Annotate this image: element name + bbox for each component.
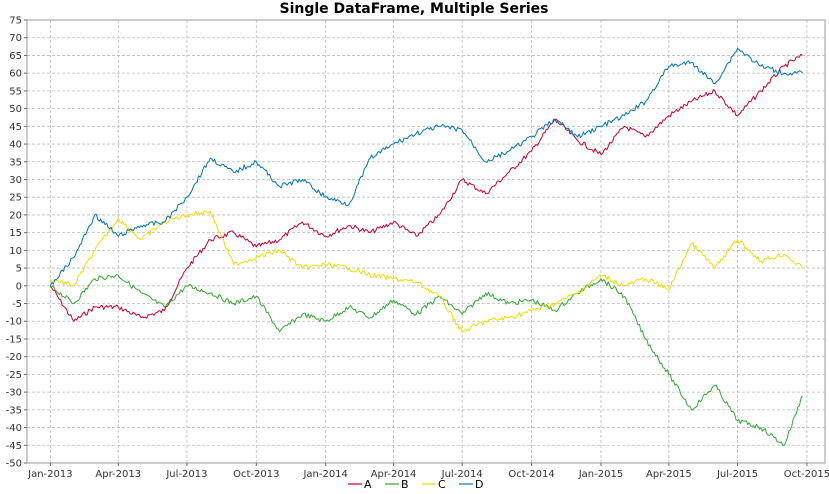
y-tick-label: -50 xyxy=(6,459,22,470)
chart-title: Single DataFrame, Multiple Series xyxy=(279,1,548,17)
y-tick-label: 20 xyxy=(9,210,22,221)
y-tick-label: -10 xyxy=(6,317,22,328)
y-tick-label: 65 xyxy=(9,51,22,62)
y-tick-label: 50 xyxy=(9,104,22,115)
x-axis: Jan-2013 Apr-2013 Jul-2013 Oct-2013 Jan-2014… xyxy=(27,463,829,480)
series-line-a xyxy=(49,53,803,322)
y-tick-label: -5 xyxy=(12,299,22,310)
y-tick-label: -35 xyxy=(6,405,22,416)
y-tick-label: -15 xyxy=(6,334,22,345)
legend: A B C D xyxy=(348,478,483,491)
y-tick-label: 10 xyxy=(9,246,22,257)
y-tick-label: -40 xyxy=(6,423,22,434)
x-tick-label: Jul-2015 xyxy=(716,469,758,480)
x-tick-label: Jan-2013 xyxy=(27,469,72,480)
x-tick-label: Apr-2015 xyxy=(646,469,692,480)
y-tick-label: -30 xyxy=(6,388,22,399)
y-tick-label: 70 xyxy=(9,33,22,44)
x-tick-label: Oct-2015 xyxy=(784,469,829,480)
y-axis: -50-45-40-35-30-25-20-15-10-505101520253… xyxy=(6,16,27,470)
legend-label-c: C xyxy=(438,478,446,491)
grid xyxy=(27,19,825,464)
y-tick-label: -25 xyxy=(6,370,22,381)
series-line-d xyxy=(49,47,803,286)
series-layer xyxy=(49,47,803,446)
x-tick-label: Apr-2014 xyxy=(371,469,417,480)
series-line-b xyxy=(50,273,803,446)
x-tick-label: Apr-2013 xyxy=(95,469,141,480)
y-tick-label: 35 xyxy=(9,157,22,168)
legend-label-b: B xyxy=(401,478,409,491)
x-tick-label: Jan-2014 xyxy=(302,469,347,480)
x-tick-label: Jul-2013 xyxy=(165,469,207,480)
series-line-c xyxy=(49,210,803,333)
y-tick-label: 5 xyxy=(16,264,22,275)
x-tick-label: Jan-2015 xyxy=(578,469,623,480)
plot-area xyxy=(26,19,826,464)
x-tick-label: Oct-2014 xyxy=(508,469,554,480)
y-tick-label: 25 xyxy=(9,193,22,204)
x-tick-label: Oct-2013 xyxy=(233,469,279,480)
legend-label-a: A xyxy=(364,478,372,491)
y-tick-label: 15 xyxy=(9,228,22,239)
legend-label-d: D xyxy=(475,478,483,491)
y-tick-label: 40 xyxy=(9,140,22,151)
y-tick-label: 30 xyxy=(9,175,22,186)
y-tick-label: -45 xyxy=(6,441,22,452)
y-tick-label: 55 xyxy=(9,86,22,97)
x-tick-label: Jul-2014 xyxy=(441,469,483,480)
y-tick-label: -20 xyxy=(6,352,22,363)
y-tick-label: 75 xyxy=(9,16,22,27)
y-tick-label: 45 xyxy=(9,122,22,133)
y-tick-label: 0 xyxy=(16,281,22,292)
y-tick-label: 60 xyxy=(9,69,22,80)
